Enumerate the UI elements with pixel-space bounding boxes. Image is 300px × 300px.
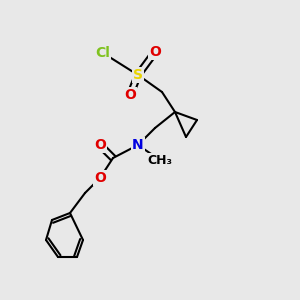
Text: O: O: [124, 88, 136, 102]
Text: S: S: [133, 68, 143, 82]
Text: CH₃: CH₃: [148, 154, 172, 166]
Text: O: O: [149, 45, 161, 59]
Text: Cl: Cl: [96, 46, 110, 60]
Text: O: O: [94, 138, 106, 152]
Text: O: O: [94, 171, 106, 185]
Text: N: N: [132, 138, 144, 152]
